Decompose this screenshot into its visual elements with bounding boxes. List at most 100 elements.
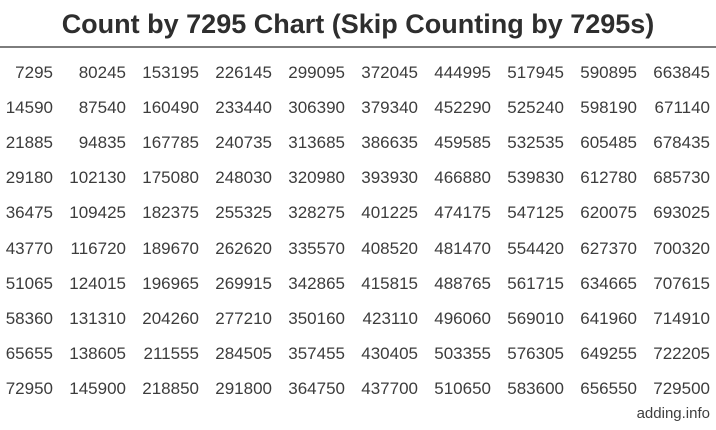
grid-cell: 51065 [5,273,53,293]
grid-cell: 554420 [507,238,564,258]
grid-cell: 714910 [653,308,710,328]
grid-cell: 277210 [215,308,272,328]
grid-cell: 72950 [5,379,53,399]
grid-row: 7295 80245 153195 226145 299095 372045 444995 5… [0,55,716,90]
grid-cell: 685730 [653,168,710,188]
grid-cell: 306390 [288,97,345,117]
grid-cell: 320980 [288,168,345,188]
grid-cell: 583600 [507,379,564,399]
grid-cell: 408520 [361,238,418,258]
grid-row: 65655 138605 211555 284505 357455 430405 50335… [0,337,716,372]
grid-cell: 517945 [507,62,564,82]
grid-cell: 707615 [653,273,710,293]
grid-cell: 444995 [434,62,491,82]
grid-cell: 641960 [580,308,637,328]
grid-cell: 612780 [580,168,637,188]
grid-cell: 291800 [215,379,272,399]
grid-cell: 430405 [361,344,418,364]
grid-cell: 393930 [361,168,418,188]
page-title: Count by 7295 Chart (Skip Counting by 72… [61,9,655,39]
grid-cell: 335570 [288,238,345,258]
grid-cell: 649255 [580,344,637,364]
grid-cell: 627370 [580,238,637,258]
grid-cell: 36475 [5,203,53,223]
grid-cell: 539830 [507,168,564,188]
grid-row: 43770 116720 189670 262620 335570 408520 48147… [0,231,716,266]
grid-cell: 29180 [5,168,53,188]
grid-cell: 218850 [142,379,199,399]
grid-cell: 248030 [215,168,272,188]
grid-cell: 722205 [653,344,710,364]
grid-cell: 94835 [78,132,126,152]
grid-row: 21885 94835 167785 240735 313685 386635 459585… [0,125,716,160]
grid-cell: 423110 [362,308,418,328]
grid-cell: 590895 [580,62,637,82]
grid-cell: 284505 [215,344,272,364]
footer-site-label: adding.info [636,405,710,422]
grid-cell: 182375 [142,203,199,223]
number-grid: 7295 80245 153195 226145 299095 372045 444995 5… [0,55,716,407]
grid-cell: 14590 [5,97,53,117]
grid-cell: 204260 [142,308,199,328]
grid-cell: 379340 [361,97,418,117]
grid-cell: 269915 [215,273,272,293]
grid-cell: 496060 [434,308,491,328]
grid-cell: 138605 [69,344,126,364]
grid-cell: 693025 [653,203,710,223]
grid-cell: 131310 [69,308,126,328]
grid-cell: 503355 [434,344,491,364]
grid-cell: 678435 [653,132,710,152]
grid-cell: 576305 [507,344,564,364]
grid-cell: 569010 [507,308,564,328]
grid-cell: 561715 [507,273,564,293]
grid-cell: 102130 [69,168,126,188]
grid-row: 14590 87540 160490 233440 306390 379340 452290… [0,90,716,125]
grid-cell: 211555 [143,344,199,364]
grid-cell: 671140 [654,97,710,117]
grid-cell: 459585 [434,132,491,152]
grid-cell: 255325 [215,203,272,223]
grid-cell: 357455 [288,344,345,364]
grid-cell: 145900 [69,379,126,399]
grid-cell: 663845 [653,62,710,82]
grid-cell: 43770 [5,238,53,258]
grid-cell: 80245 [78,62,126,82]
grid-cell: 65655 [5,344,53,364]
grid-cell: 21885 [5,132,53,152]
grid-cell: 452290 [434,97,491,117]
grid-cell: 634665 [580,273,637,293]
grid-cell: 87540 [78,97,126,117]
grid-cell: 175080 [142,168,199,188]
grid-cell: 7295 [15,62,53,82]
grid-row: 36475 109425 182375 255325 328275 401225 47417… [0,196,716,231]
grid-cell: 466880 [434,168,491,188]
grid-row: 29180 102130 175080 248030 320980 393930 46688… [0,161,716,196]
grid-cell: 656550 [580,379,637,399]
grid-cell: 189670 [142,238,199,258]
grid-cell: 109425 [69,203,126,223]
grid-row: 72950 145900 218850 291800 364750 437700 51065… [0,372,716,407]
grid-cell: 401225 [361,203,418,223]
grid-cell: 605485 [580,132,637,152]
grid-row: 51065 124015 196965 269915 342865 415815 48876… [0,266,716,301]
grid-cell: 58360 [5,308,53,328]
grid-cell: 620075 [580,203,637,223]
grid-cell: 124015 [69,273,126,293]
grid-cell: 240735 [215,132,272,152]
grid-cell: 488765 [434,273,491,293]
grid-cell: 386635 [361,132,418,152]
grid-cell: 299095 [288,62,345,82]
grid-cell: 233440 [215,97,272,117]
grid-cell: 372045 [361,62,418,82]
grid-cell: 700320 [653,238,710,258]
grid-cell: 328275 [288,203,345,223]
grid-cell: 437700 [361,379,418,399]
grid-cell: 196965 [142,273,199,293]
grid-cell: 116720 [70,238,126,258]
grid-cell: 167785 [142,132,199,152]
grid-cell: 415815 [361,273,418,293]
grid-cell: 160490 [142,97,199,117]
grid-cell: 364750 [288,379,345,399]
grid-cell: 262620 [215,238,272,258]
